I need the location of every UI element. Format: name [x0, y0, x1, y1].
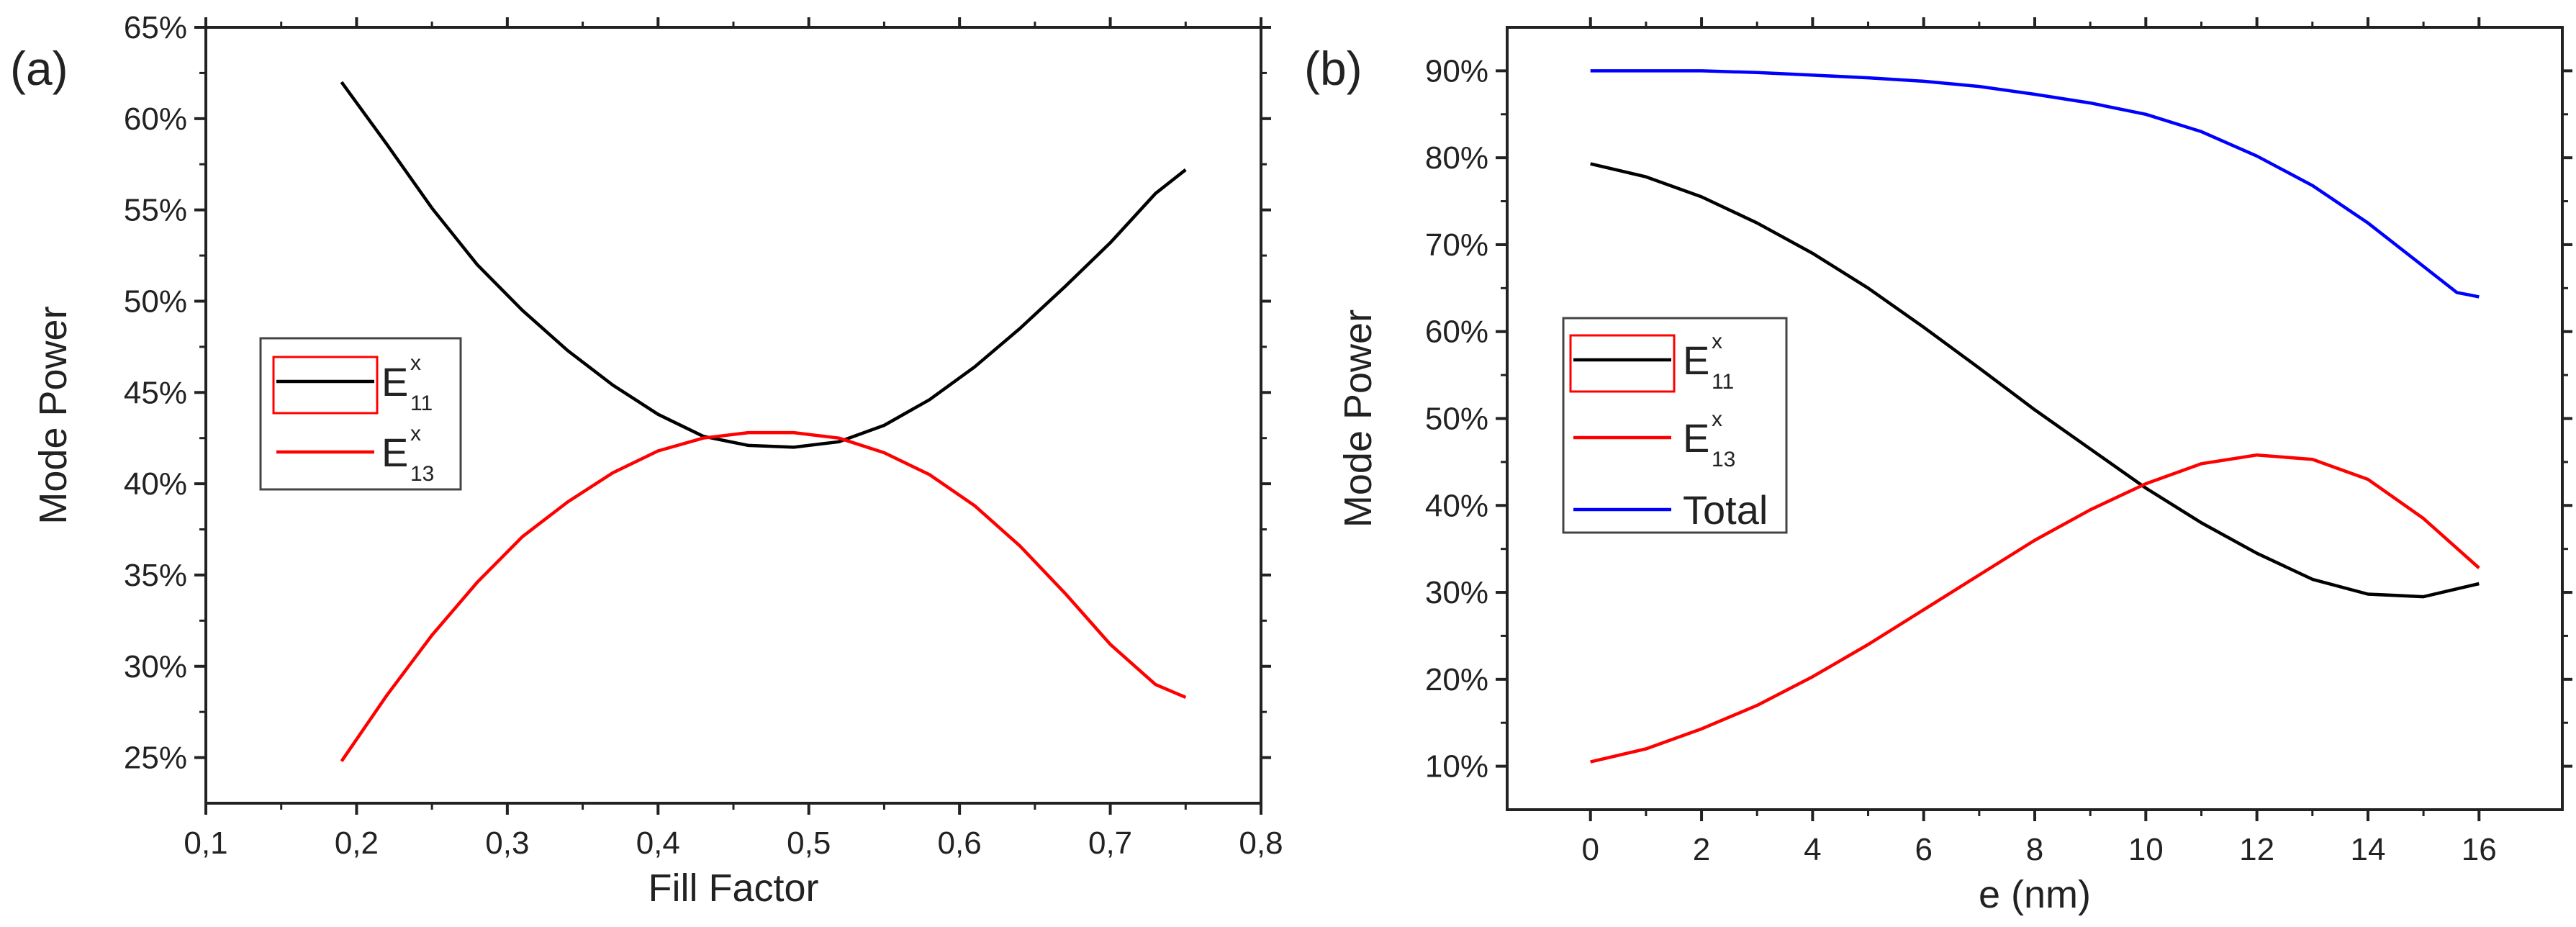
x-tick-label: 0,1 — [184, 826, 227, 861]
x-tick-label: 0,3 — [485, 826, 529, 861]
y-tick-label: 70% — [1425, 227, 1488, 263]
y-tick-label: 60% — [124, 101, 187, 137]
x-tick-label: 6 — [1915, 832, 1932, 867]
x-tick-label: 0,7 — [1088, 826, 1132, 861]
legend-subscript: 13 — [410, 462, 434, 486]
y-tick-label: 80% — [1425, 140, 1488, 176]
legend-superscript: x — [410, 351, 421, 375]
legend-subscript: 13 — [1712, 448, 1735, 471]
series-line-total — [1590, 69, 2480, 299]
x-tick-label: 0,5 — [787, 826, 831, 861]
y-tick-label: 50% — [124, 284, 187, 319]
series-line-e13x — [1590, 453, 2480, 764]
y-tick-label: 40% — [124, 466, 187, 502]
x-tick-label: 4 — [1804, 832, 1821, 867]
legend-subscript: 11 — [410, 392, 433, 415]
y-tick-label: 10% — [1425, 749, 1488, 784]
y-axis-label: Mode Power — [1337, 309, 1380, 528]
panel-a: 0,1 0,2 0,3 0,4 0,5 0,6 0,7 0,8 25% 30% 35% 40% 45% 5… — [10, 10, 1283, 910]
x-axis-label: e (nm) — [1979, 873, 2091, 916]
y-tick-label: 30% — [1425, 575, 1488, 610]
legend-superscript: x — [1712, 330, 1722, 353]
legend-superscript: x — [1712, 407, 1722, 431]
y-tick-label: 20% — [1425, 662, 1488, 697]
legend-swatch-outline — [272, 356, 379, 415]
x-tick-label: 16 — [2462, 832, 2497, 867]
series-line-e11x — [340, 81, 1187, 449]
series-line-e13x — [340, 430, 1187, 762]
y-tick-label: 35% — [124, 558, 187, 593]
y-tick-label: 55% — [124, 193, 187, 228]
legend-label: E — [1683, 338, 1709, 383]
legend-label: Total — [1683, 487, 1768, 533]
x-tick-label: 12 — [2239, 832, 2274, 867]
legend-swatch-outline — [1569, 334, 1676, 393]
x-tick-label: 0,2 — [335, 826, 379, 861]
legend-label: E — [381, 359, 408, 404]
y-tick-label: 65% — [124, 10, 187, 45]
panel-label: (b) — [1304, 42, 1362, 95]
x-tick-label: 0,4 — [636, 826, 680, 861]
x-tick-label: 2 — [1693, 832, 1710, 867]
series-line-e11x — [1590, 162, 2480, 599]
y-tick-label: 30% — [124, 649, 187, 684]
panel-b: 0 2 4 6 8 10 12 14 16 10% 20% 30% 40% 50% 60% 70% 80% 90%… — [1304, 17, 2572, 916]
x-tick-label: 8 — [2026, 832, 2043, 867]
x-tick-label: 14 — [2350, 832, 2385, 867]
y-tick-label: 25% — [124, 741, 187, 776]
legend-label: E — [381, 430, 408, 475]
x-tick-label: 0 — [1581, 832, 1599, 867]
legend-superscript: x — [410, 422, 421, 446]
panel-label: (a) — [10, 42, 68, 95]
y-tick-label: 40% — [1425, 488, 1488, 523]
y-tick-label: 60% — [1425, 315, 1488, 350]
y-tick-label: 90% — [1425, 53, 1488, 89]
legend-subscript: 11 — [1712, 370, 1734, 394]
legend-label: E — [1683, 415, 1709, 461]
x-tick-label: 0,8 — [1239, 826, 1283, 861]
x-tick-label: 0,6 — [938, 826, 982, 861]
y-tick-label: 50% — [1425, 402, 1488, 437]
y-tick-label: 45% — [124, 375, 187, 410]
y-axis-label: Mode Power — [32, 306, 75, 524]
x-axis-label: Fill Factor — [648, 867, 818, 910]
x-tick-label: 10 — [2128, 832, 2164, 867]
